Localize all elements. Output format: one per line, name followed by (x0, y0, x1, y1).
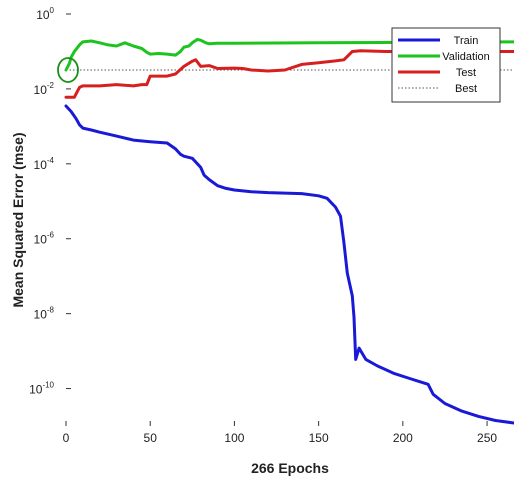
legend-entry-label: Validation (442, 51, 490, 63)
y-tick-base: 10 (34, 233, 48, 247)
y-tick-label: 10-10 (29, 381, 54, 397)
y-tick-exponent: -10 (42, 381, 54, 390)
y-tick-label: 10-2 (34, 81, 55, 97)
y-tick-exponent: -2 (47, 81, 55, 90)
y-tick-base: 10 (34, 83, 48, 97)
y-tick-label: 100 (36, 6, 54, 22)
series-validation-line (64, 37, 514, 72)
legend-entry-label: Train (454, 35, 479, 47)
x-tick-label: 50 (144, 431, 158, 445)
series-test-line (64, 49, 514, 99)
x-tick-label: 200 (393, 431, 413, 445)
x-tick-label: 250 (477, 431, 497, 445)
y-tick-exponent: -6 (47, 231, 55, 240)
x-tick-label: 150 (309, 431, 329, 445)
legend-entry-label: Best (455, 83, 477, 95)
series-train-line (64, 104, 514, 425)
y-tick-base: 10 (29, 383, 43, 397)
series-lines (64, 37, 514, 425)
y-tick-exponent: -8 (47, 306, 55, 315)
x-axis: 0 50 100 150 200 250 (63, 421, 497, 445)
y-tick-exponent: 0 (50, 6, 55, 15)
legend: Train Validation Test Best (391, 27, 501, 103)
x-tick-label: 0 (63, 431, 70, 445)
best-marker (57, 57, 79, 83)
y-tick-base: 10 (34, 308, 48, 322)
y-tick-label: 10-4 (34, 156, 55, 172)
y-tick-base: 10 (34, 158, 48, 172)
legend-entry-label: Test (456, 67, 476, 79)
y-tick-exponent: -4 (47, 156, 55, 165)
y-tick-label: 10-6 (34, 231, 55, 247)
y-tick-base: 10 (36, 8, 50, 22)
y-tick-label: 10-8 (34, 306, 55, 322)
y-axis-label: Mean Squared Error (mse) (10, 132, 26, 307)
x-tick-label: 100 (224, 431, 244, 445)
x-axis-label: 266 Epochs (251, 460, 329, 476)
